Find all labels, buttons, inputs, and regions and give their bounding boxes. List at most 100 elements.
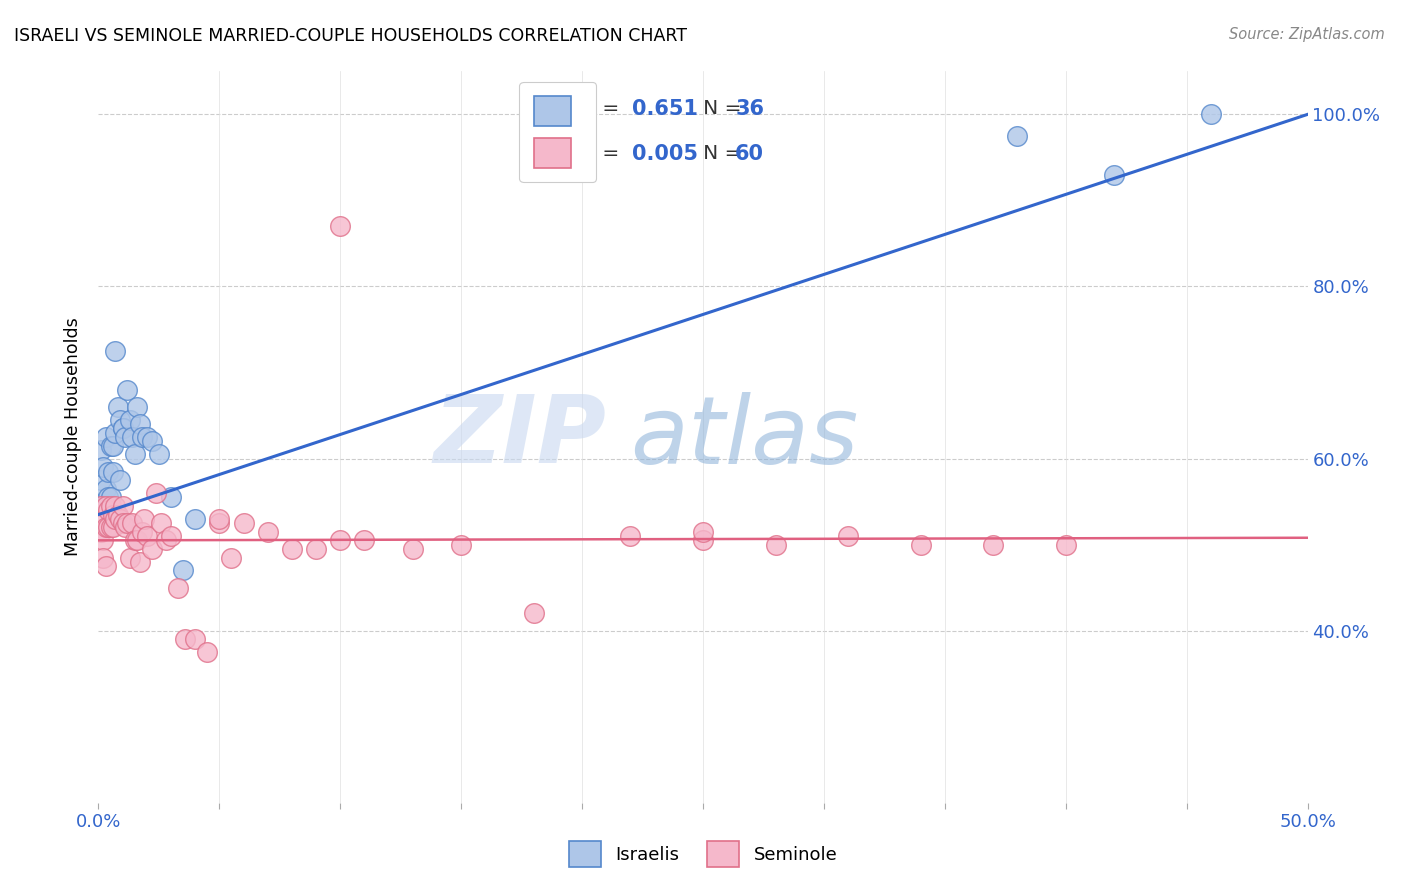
Point [329,219,352,234]
Point [97,491,120,505]
Point [108,473,131,487]
Point [107,508,129,522]
Point [97,503,120,517]
Point [184,632,207,647]
Y-axis label: Married-couple Households: Married-couple Households [65,318,83,557]
Point [305,541,328,556]
Point [111,499,134,513]
Point [104,512,127,526]
Legend: Israelis, Seminole: Israelis, Seminole [561,834,845,874]
Point [104,499,127,513]
Point [91,533,114,548]
Point [402,541,425,556]
Point [94,499,117,513]
Point [765,538,787,552]
Point [281,541,304,556]
Point [160,529,183,543]
Point [101,465,124,479]
Point [114,520,136,534]
Point [353,533,375,548]
Point [121,516,143,530]
Point [97,465,120,479]
Point [131,524,153,539]
Point [523,607,546,621]
Point [100,520,122,534]
Text: R =: R = [582,98,626,118]
Point [172,564,194,578]
Point [141,434,163,449]
Point [97,520,120,534]
Point [111,421,134,435]
Point [128,555,150,569]
Point [90,442,112,457]
Point [111,516,134,530]
Point [124,533,146,548]
Point [135,529,157,543]
Point [94,482,117,496]
Point [155,533,177,548]
Text: Source: ZipAtlas.com: Source: ZipAtlas.com [1229,27,1385,42]
Point [256,524,278,539]
Point [108,512,131,526]
Point [619,529,641,543]
Text: 60: 60 [735,144,765,164]
Point [135,430,157,444]
Point [837,529,859,543]
Point [148,447,170,461]
Point [692,524,714,539]
Point [208,516,231,530]
Text: 0.651: 0.651 [633,98,699,119]
Point [127,400,149,414]
Point [108,413,131,427]
Point [101,439,124,453]
Point [131,430,153,444]
Point [114,430,136,444]
Point [1199,107,1222,121]
Point [90,524,112,539]
Point [104,425,127,440]
Point [195,645,218,659]
Point [221,550,243,565]
Text: N =: N = [685,98,748,118]
Point [1102,168,1125,182]
Point [150,516,173,530]
Point [104,344,127,359]
Point [208,512,231,526]
Point [100,491,122,505]
Point [141,541,163,556]
Point [117,383,139,397]
Point [134,512,156,526]
Text: ISRAELI VS SEMINOLE MARRIED-COUPLE HOUSEHOLDS CORRELATION CHART: ISRAELI VS SEMINOLE MARRIED-COUPLE HOUSE… [14,27,688,45]
Point [91,550,114,565]
Point [1007,128,1029,143]
Text: atlas: atlas [630,392,859,483]
Legend: , : , [519,82,596,182]
Point [94,520,117,534]
Point [127,533,149,548]
Point [145,486,167,500]
Point [692,533,714,548]
Point [90,499,112,513]
Point [100,499,122,513]
Point [329,533,352,548]
Point [128,417,150,432]
Point [118,550,141,565]
Point [91,516,114,530]
Point [117,516,139,530]
Point [101,508,124,522]
Point [101,520,124,534]
Text: R =: R = [582,144,626,163]
Point [167,581,190,595]
Point [100,439,122,453]
Text: 0.005: 0.005 [633,144,699,164]
Point [450,538,472,552]
Point [160,491,183,505]
Point [184,512,207,526]
Point [94,559,117,574]
Point [124,447,146,461]
Point [232,516,254,530]
Point [121,430,143,444]
Point [91,460,114,475]
Point [118,413,141,427]
Text: N =: N = [685,144,748,163]
